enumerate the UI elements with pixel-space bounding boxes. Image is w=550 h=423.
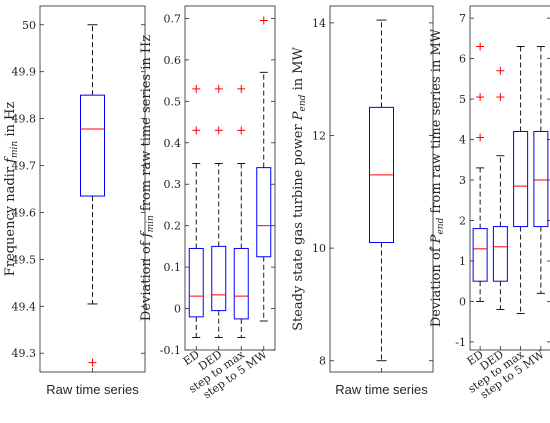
box [233, 247, 249, 320]
outlier-marker [192, 84, 201, 93]
y-tick-label: 0.7 [164, 12, 182, 25]
y-tick-label: 2 [459, 214, 466, 227]
y-tick-label: 10 [312, 242, 326, 255]
y-tick-label: 8 [319, 355, 326, 368]
box [188, 247, 204, 318]
y-tick-label: 49.5 [12, 253, 37, 266]
y-tick-label: 49.4 [12, 300, 37, 313]
y-tick-label: -0.1 [160, 344, 181, 357]
y-tick-label: 49.9 [12, 66, 37, 79]
box [80, 94, 105, 197]
chart-panel-4: -1 0 1 2 3 4 5 6 7 Deviation of Pend from raw tim… [429, 5, 550, 401]
outlier-marker [496, 93, 505, 102]
category-label: Raw time series [335, 382, 428, 397]
y-axis-label: Steady state gas turbine power Pend in M… [291, 46, 308, 330]
y-tick-label: 12 [312, 130, 326, 143]
outlier-marker [88, 358, 97, 367]
y-axis-label: Deviation of fmin from raw time series i… [139, 35, 156, 321]
y-axis-label: Frequency nadir fmin in Hz [3, 102, 20, 277]
outlier-marker [237, 84, 246, 93]
y-tick-label: 49.8 [12, 113, 37, 126]
outlier-marker [476, 42, 485, 51]
outlier-marker [192, 126, 201, 135]
box [256, 167, 272, 258]
box [472, 228, 488, 282]
chart-panel-1: 49.3 49.4 49.5 49.6 49.7 49.8 49.9 50 Frequency … [3, 5, 146, 397]
box [211, 245, 227, 312]
outlier-marker [496, 66, 505, 75]
outlier-marker [237, 126, 246, 135]
y-tick-label: 4 [459, 134, 466, 147]
chart-panel-3: 8 10 12 14 Steady state gas turbine power Pe… [291, 5, 434, 397]
y-tick-label: 14 [312, 17, 326, 30]
y-tick-label: 3 [459, 174, 466, 187]
category-label: Raw time series [46, 382, 139, 397]
y-tick-label: 6 [459, 53, 466, 66]
plot-frame [184, 5, 276, 351]
y-tick-label: 0.1 [164, 261, 182, 274]
y-tick-label: 0 [459, 295, 466, 308]
y-tick-label: 0.2 [164, 220, 182, 233]
y-tick-label: 0 [174, 303, 181, 316]
y-tick-label: 49.3 [12, 347, 37, 360]
box [492, 226, 508, 282]
y-tick-label: 1 [459, 255, 466, 268]
y-tick-label: 49.7 [12, 160, 37, 173]
y-tick-label: -1 [455, 336, 466, 349]
outlier-marker [214, 126, 223, 135]
outlier-marker [476, 93, 485, 102]
y-tick-label: 5 [459, 93, 466, 106]
y-tick-label: 0.3 [164, 178, 182, 191]
outlier-marker [476, 133, 485, 142]
plot-frame [469, 5, 550, 351]
y-tick-label: 49.6 [12, 206, 37, 219]
box [513, 130, 529, 228]
y-tick-label: 50 [22, 19, 36, 32]
y-tick-label: 0.6 [164, 54, 182, 67]
outlier-marker [214, 84, 223, 93]
outlier-marker [259, 16, 268, 25]
y-tick-label: 0.5 [164, 95, 182, 108]
y-tick-label: 7 [459, 12, 466, 25]
box [533, 130, 549, 228]
y-axis-label: Deviation of Pend from raw time series i… [429, 28, 446, 327]
y-tick-label: 0.4 [164, 137, 182, 150]
chart-panel-2: -0.1 0 0.1 0.2 0.3 0.4 0.5 0.6 0.7 Deviation of f… [139, 5, 276, 401]
